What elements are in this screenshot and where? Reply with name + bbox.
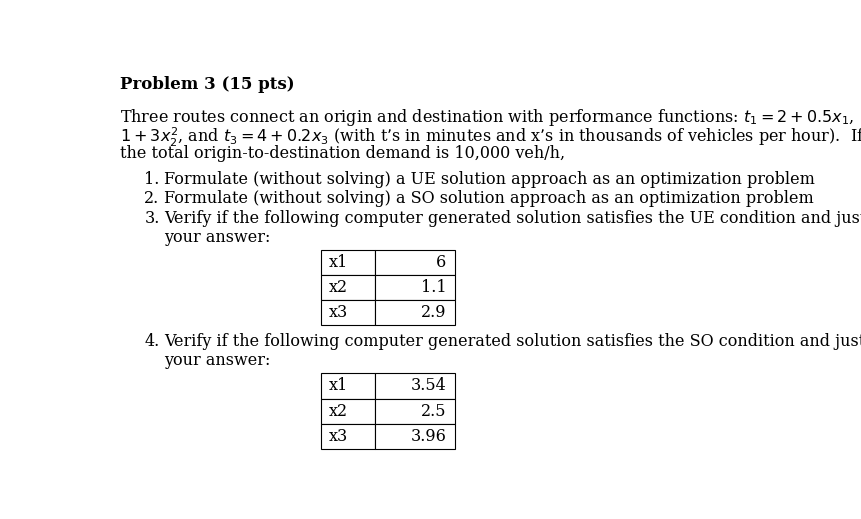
Text: Formulate (without solving) a SO solution approach as an optimization problem: Formulate (without solving) a SO solutio… [164, 190, 815, 208]
Bar [375, 373, 455, 399]
Text: x2: x2 [329, 403, 349, 420]
Text: 2.: 2. [145, 190, 159, 208]
Text: the total origin-to-destination demand is 10,000 veh/h,: the total origin-to-destination demand i… [120, 145, 565, 162]
Bar [321, 424, 375, 449]
Bar [375, 300, 455, 325]
Text: x3: x3 [329, 428, 349, 445]
Text: 3.96: 3.96 [411, 428, 447, 445]
Text: Three routes connect an origin and destination with performance functions: $t_1 : Three routes connect an origin and desti… [120, 107, 861, 128]
Text: 3.: 3. [145, 210, 159, 227]
Text: Verify if the following computer generated solution satisfies the SO condition a: Verify if the following computer generat… [164, 333, 861, 350]
Text: x1: x1 [329, 377, 349, 394]
Text: 1.: 1. [145, 171, 159, 188]
Text: 2.9: 2.9 [421, 304, 447, 321]
Text: Formulate (without solving) a UE solution approach as an optimization problem: Formulate (without solving) a UE solutio… [164, 171, 815, 188]
Text: x1: x1 [329, 254, 349, 271]
Bar [321, 373, 375, 399]
Bar [375, 275, 455, 300]
Text: $1 + 3x_2^2$, and $t_3 = 4 + 0.2x_3$ (with t’s in minutes and x’s in thousands o: $1 + 3x_2^2$, and $t_3 = 4 + 0.2x_3$ (wi… [120, 126, 861, 149]
Bar [375, 250, 455, 275]
Bar [321, 300, 375, 325]
Text: 2.5: 2.5 [421, 403, 447, 420]
Text: your answer:: your answer: [164, 229, 270, 246]
Bar [375, 424, 455, 449]
Text: x2: x2 [329, 279, 349, 296]
Text: x3: x3 [329, 304, 349, 321]
Text: your answer:: your answer: [164, 352, 270, 369]
Text: 1.1: 1.1 [421, 279, 447, 296]
Bar [321, 275, 375, 300]
Bar [321, 399, 375, 424]
Text: Verify if the following computer generated solution satisfies the UE condition a: Verify if the following computer generat… [164, 210, 861, 227]
Bar [375, 399, 455, 424]
Text: 4.: 4. [145, 333, 159, 350]
Text: 6: 6 [437, 254, 447, 271]
Bar [321, 250, 375, 275]
Text: Problem 3 (15 pts): Problem 3 (15 pts) [120, 76, 294, 93]
Text: 3.54: 3.54 [411, 377, 447, 394]
